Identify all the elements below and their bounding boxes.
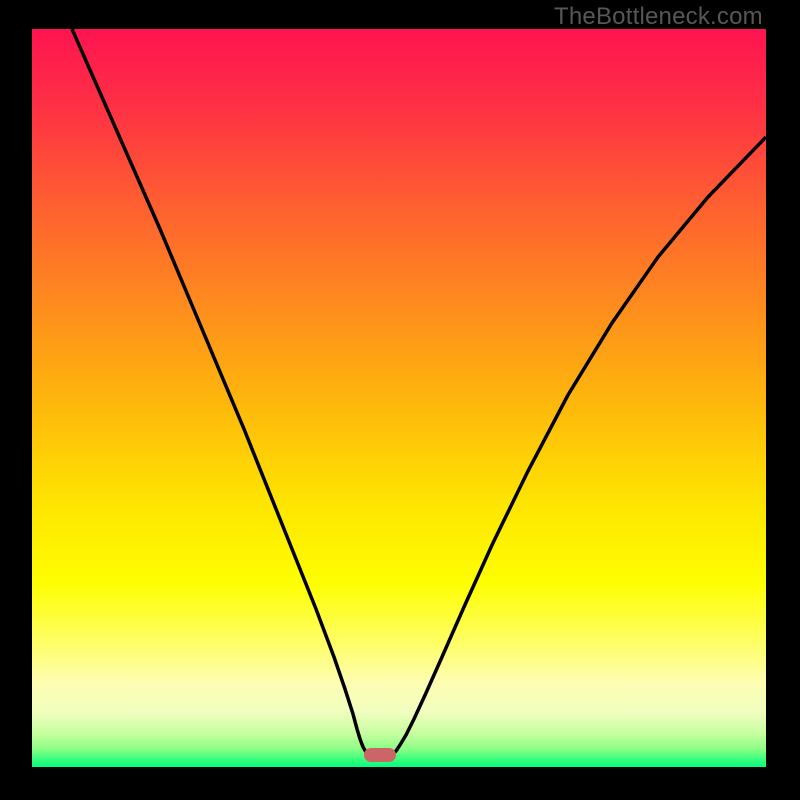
curve-right-branch bbox=[392, 137, 766, 755]
gradient-plot-area bbox=[32, 29, 766, 767]
bottleneck-curve bbox=[32, 29, 766, 767]
watermark-text: TheBottleneck.com bbox=[554, 3, 763, 31]
curve-left-branch bbox=[72, 29, 369, 755]
minimum-marker bbox=[364, 748, 396, 762]
